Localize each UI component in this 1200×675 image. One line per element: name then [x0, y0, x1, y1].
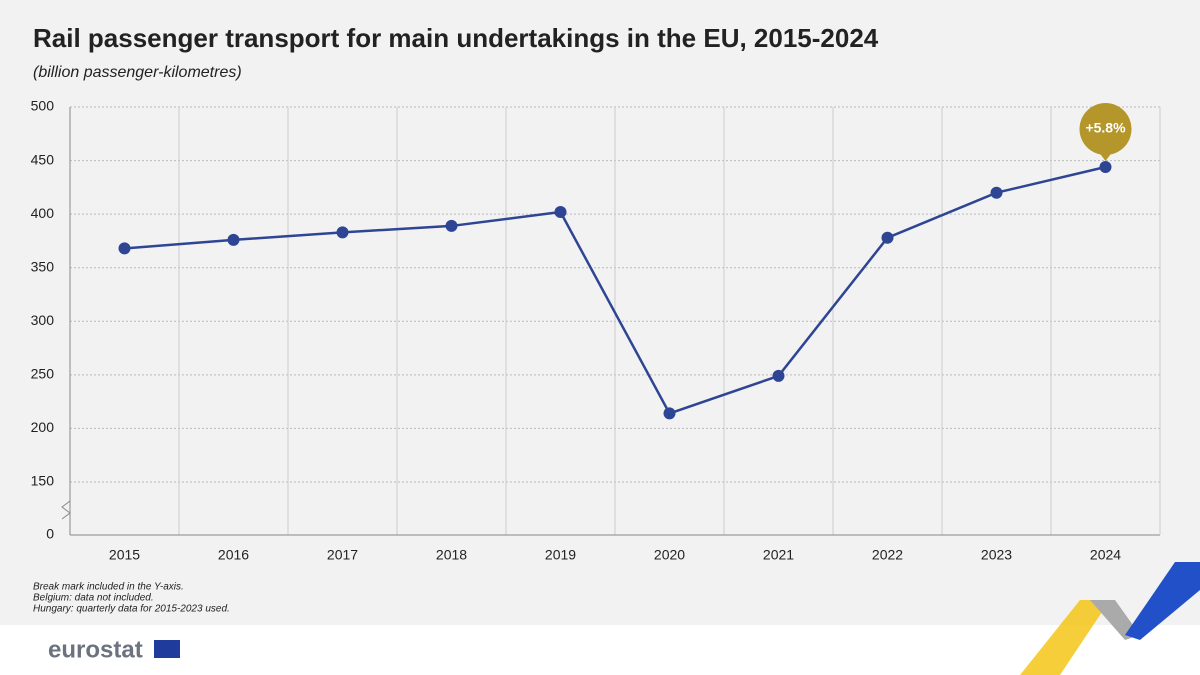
y-tick-label: 300: [31, 312, 55, 328]
x-tick-label: 2024: [1090, 547, 1121, 563]
source-logo: eurostat: [48, 636, 143, 663]
point: [990, 186, 1003, 199]
x-tick-label: 2017: [327, 547, 358, 563]
axis-break: [61, 500, 71, 520]
point: [118, 242, 131, 255]
y-tick-label: 350: [31, 258, 55, 274]
x-tick-label: 2022: [872, 547, 903, 563]
eu-flag: [154, 640, 180, 658]
decoration: [1125, 562, 1200, 640]
footer-band: [0, 625, 1200, 675]
x-tick-label: 2016: [218, 547, 249, 563]
footnote: Hungary: quarterly data for 2015-2023 us…: [33, 604, 230, 615]
point: [772, 369, 785, 382]
point: [1099, 161, 1112, 173]
x-tick-label: 2018: [436, 547, 467, 563]
point: [227, 233, 240, 246]
x-tick-label: 2015: [109, 547, 140, 563]
y-tick-label: 0: [46, 526, 54, 542]
x-tick-label: 2021: [763, 547, 794, 563]
footnote: Belgium: data not included.: [33, 593, 154, 604]
decoration: [1020, 600, 1110, 675]
y-tick-label: 150: [31, 473, 55, 489]
point: [881, 231, 894, 244]
point: [663, 407, 676, 420]
footnote: Break mark included in the Y-axis.: [33, 582, 184, 593]
y-tick-label: 500: [31, 98, 55, 114]
y-tick-label: 250: [31, 366, 55, 382]
chart-subtitle: (billion passenger-kilometres): [33, 64, 242, 81]
x-tick-label: 2020: [654, 547, 685, 563]
point: [445, 219, 458, 232]
decoration: [1090, 600, 1140, 640]
y-tick-label: 200: [31, 419, 55, 435]
annotation-pointer: [1099, 153, 1112, 161]
point: [336, 226, 349, 239]
annotation: +5.8%: [1085, 120, 1126, 136]
x-tick-label: 2019: [545, 547, 576, 563]
background: [0, 0, 1200, 625]
chart-title: Rail passenger transport for main undert…: [33, 23, 879, 53]
point: [554, 206, 567, 218]
line: [124, 165, 1106, 415]
annotation-bubble: [1079, 103, 1132, 155]
x-tick-label: 2023: [981, 547, 1012, 563]
y-tick-label: 400: [31, 205, 55, 221]
y-tick-label: 450: [31, 151, 55, 167]
